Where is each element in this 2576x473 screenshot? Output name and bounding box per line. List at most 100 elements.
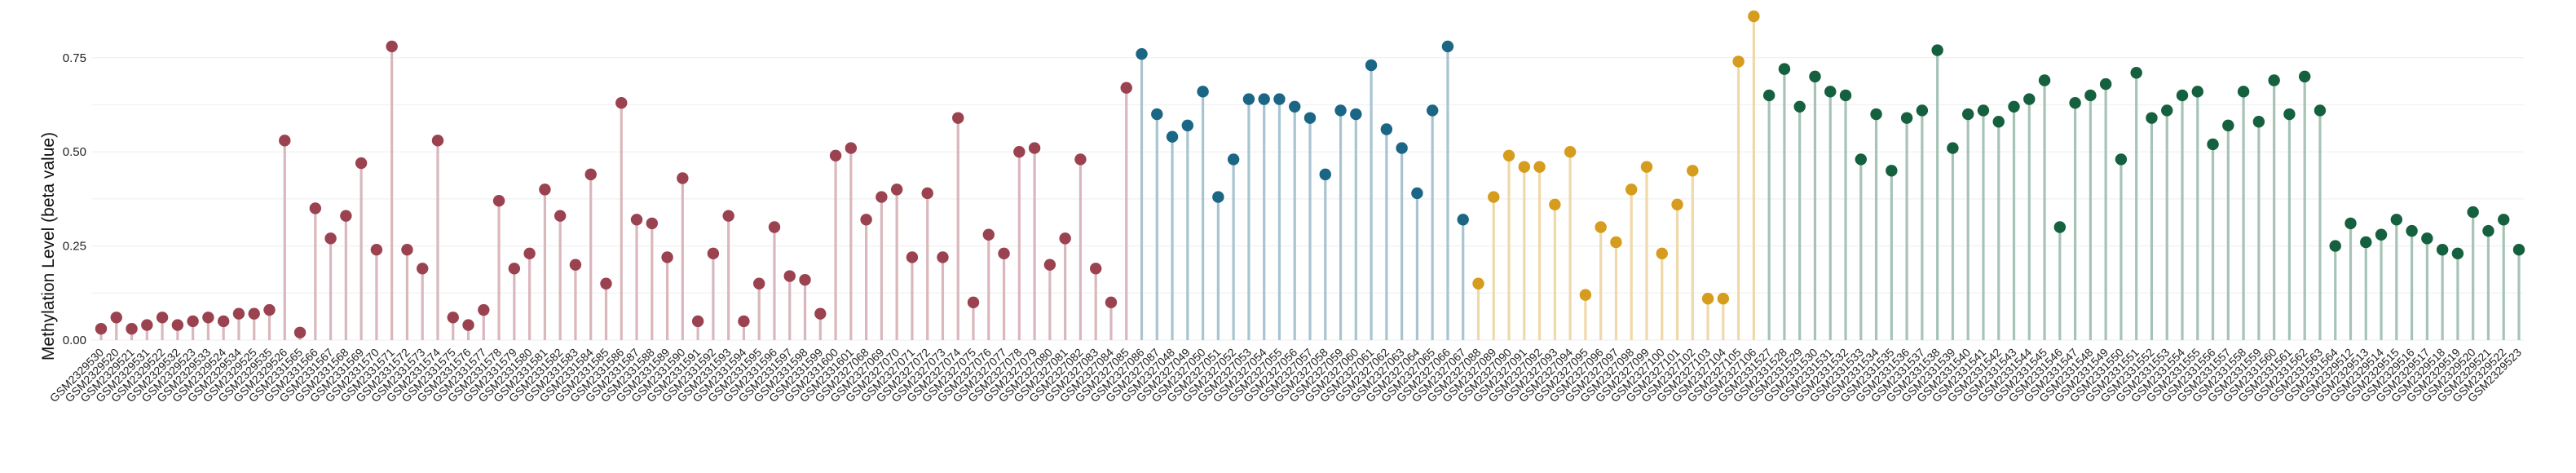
data-point [1089,263,1102,275]
data-point [707,247,720,260]
data-point [2467,206,2479,219]
data-point [462,319,474,331]
data-point [753,277,765,290]
data-point [324,232,337,245]
data-point [141,319,153,331]
data-point [2314,104,2327,117]
data-point [1212,191,1224,203]
data-point [982,228,995,241]
data-point [95,322,108,335]
data-point [646,217,658,230]
data-point [1855,153,1867,166]
data-point [309,202,322,214]
data-point [1870,108,1882,121]
data-point [370,244,383,256]
data-point [2252,116,2265,128]
data-point [1043,259,1056,271]
grid-layer [91,57,2524,341]
data-point [1488,191,1500,203]
y-tick-label: 0.50 [63,145,86,159]
data-point [386,40,398,53]
data-point [293,326,307,338]
data-point [2436,244,2449,256]
data-point [2191,86,2203,98]
data-point [1396,142,1408,154]
data-point [539,183,551,196]
data-point [2482,224,2494,237]
data-point [2360,236,2372,249]
data-point [1166,130,1179,143]
data-point [998,247,1010,260]
data-point [492,194,505,207]
data-point [1350,108,1362,121]
data-point [845,142,858,154]
data-point [2053,221,2067,233]
data-point [1793,100,1806,113]
data-point [1242,93,1255,105]
data-point [2344,217,2357,230]
data-point [1197,86,1209,98]
data-point [2038,74,2051,86]
data-point [1273,93,1286,105]
data-point [1886,165,1898,177]
data-point [1579,289,1592,301]
data-point [1947,142,1959,154]
data-point [2406,224,2418,237]
data-point [1610,236,1622,249]
data-point [584,168,597,181]
data-point [1640,161,1653,173]
data-point [1900,112,1913,124]
data-point [1028,142,1041,154]
data-point [1962,108,1974,121]
data-point [1380,123,1393,135]
data-point [1227,153,1240,166]
data-point [1916,104,1929,117]
data-point [202,312,214,324]
data-point [2115,153,2128,166]
data-point [2329,240,2341,252]
data-point [1671,198,1683,211]
y-tick-label: 0.25 [63,240,86,254]
data-point [1717,293,1730,305]
data-point [2512,244,2525,256]
data-point [478,303,490,316]
data-point [2421,232,2433,245]
data-point [906,251,919,263]
data-point [1365,59,1378,72]
data-point [1151,108,1163,121]
data-point [156,312,169,324]
x-axis: GSM2329530GSM2329520GSM2329521GSM2329531… [47,346,2525,405]
data-point [1839,89,1852,102]
data-point [171,319,184,331]
y-tick-label: 0.75 [63,51,86,65]
data-point [1303,112,1317,124]
data-point [355,157,368,170]
data-point [829,149,842,162]
data-point [1656,247,1668,260]
data-point [263,303,276,316]
data-point [1441,40,1454,53]
data-point [952,112,964,124]
data-point [1977,104,1990,117]
data-point [1518,161,1531,173]
data-point [2268,74,2280,86]
data-point [2298,70,2311,83]
data-point [2099,77,2112,91]
data-point [1181,119,1194,132]
data-point [1564,145,1577,158]
data-point [722,210,734,222]
data-point [783,270,796,282]
data-point [890,183,903,196]
data-point [1701,293,1714,305]
data-point [279,135,291,147]
data-point [615,96,628,109]
data-point [2207,138,2219,151]
data-point [1472,277,1484,290]
y-tick-label: 0.00 [63,334,86,347]
data-point [417,263,429,275]
data-point [569,259,582,271]
data-point [2069,96,2081,109]
data-point [1762,89,1775,102]
data-point [1457,214,1469,226]
data-point [876,191,888,203]
